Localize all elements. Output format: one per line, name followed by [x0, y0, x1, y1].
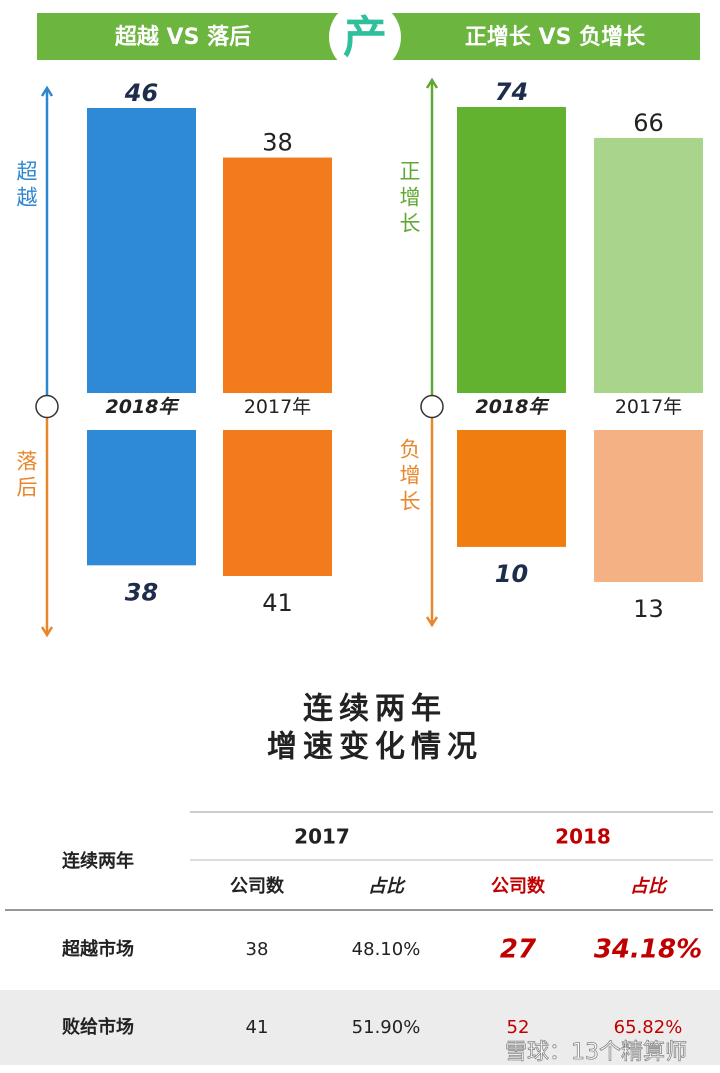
value-label: 10 [495, 560, 528, 588]
table-corner: 连续两年 [62, 850, 134, 872]
section-title: 连续两年 [303, 692, 447, 727]
axis-label: 正增长 [397, 160, 421, 238]
category-label: 2017年 [615, 396, 682, 418]
bar [594, 430, 703, 582]
axis-label: 落后 [14, 450, 38, 502]
value-label: 38 [262, 129, 293, 157]
table-cell: 27 [500, 935, 537, 965]
header-right: 正增长 VS 负增长 [465, 24, 646, 50]
axis-origin [420, 394, 444, 419]
value-label: 46 [124, 79, 158, 107]
logo: 产 [343, 12, 387, 63]
value-label: 74 [495, 78, 528, 106]
table-cell: 超越市场 [62, 938, 134, 960]
axis-label: 超越 [14, 160, 38, 212]
table-cell: 65.82% [614, 1017, 683, 1038]
table-cell: 52 [507, 1017, 530, 1038]
axis-label: 负增长 [397, 438, 421, 516]
table-cell: 51.90% [352, 1017, 421, 1038]
arrow-head [40, 626, 54, 638]
table-cell: 38 [246, 939, 269, 960]
row-background [0, 990, 720, 1065]
column-header: 占比 [630, 876, 668, 897]
arrow-head [425, 616, 439, 628]
year-header: 2017 [294, 825, 350, 849]
bar [223, 157, 332, 393]
bar [87, 108, 196, 393]
section-title: 增速变化情况 [267, 730, 483, 765]
year-header: 2018 [555, 825, 611, 849]
column-header: 占比 [368, 876, 406, 897]
table-cell: 48.10% [352, 939, 421, 960]
value-label: 13 [633, 595, 664, 623]
watermark: 雪球：13个精算师 [505, 1040, 687, 1065]
column-header: 公司数 [491, 875, 546, 897]
bar [594, 137, 703, 393]
bar [457, 430, 566, 547]
bar [223, 430, 332, 576]
category-label: 2017年 [244, 396, 311, 418]
axis-origin [35, 394, 59, 419]
logo-circle [329, 1, 401, 73]
value-label: 41 [262, 589, 293, 617]
value-label: 66 [633, 109, 664, 137]
category-label: 2018年 [476, 396, 551, 418]
value-label: 38 [125, 578, 158, 606]
column-header: 公司数 [230, 875, 285, 897]
bar [457, 107, 566, 393]
header-left: 超越 VS 落后 [115, 25, 251, 50]
bar [87, 430, 196, 566]
table-cell: 34.18% [594, 935, 702, 965]
table-cell: 败给市场 [62, 1016, 134, 1038]
category-label: 2018年 [106, 396, 181, 418]
arrow-head [40, 85, 54, 97]
table-cell: 41 [246, 1017, 269, 1038]
arrow-head [425, 77, 439, 89]
